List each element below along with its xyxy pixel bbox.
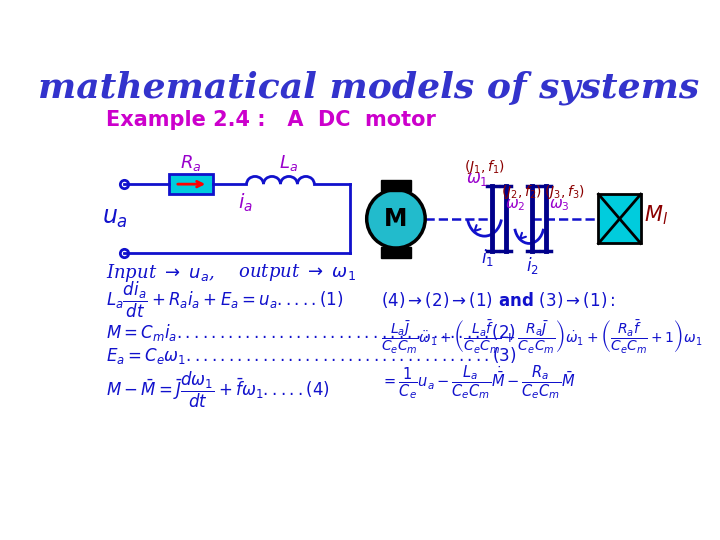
- Text: $\omega_1$: $\omega_1$: [466, 171, 488, 188]
- Text: $L_a\dfrac{di_a}{dt}+R_ai_a+E_a=u_a.....(1)$: $L_a\dfrac{di_a}{dt}+R_ai_a+E_a=u_a.....…: [106, 280, 343, 320]
- Text: $(J_1, f_1)$: $(J_1, f_1)$: [464, 158, 505, 176]
- FancyBboxPatch shape: [168, 174, 213, 194]
- Text: $=\dfrac{1}{C_e}u_a-\dfrac{L_a}{C_eC_m}\dot{\bar{M}}-\dfrac{R_a}{C_eC_m}\bar{M}$: $=\dfrac{1}{C_e}u_a-\dfrac{L_a}{C_eC_m}\…: [381, 363, 575, 401]
- Text: $E_a=C_e\omega_1....................................(3)$: $E_a=C_e\omega_1........................…: [106, 346, 516, 366]
- Text: M: M: [384, 207, 408, 231]
- Text: mathematical models of systems: mathematical models of systems: [38, 71, 700, 105]
- FancyBboxPatch shape: [382, 179, 410, 191]
- Text: $i_2$: $i_2$: [526, 255, 539, 276]
- Text: $i_a$: $i_a$: [238, 192, 253, 214]
- Text: $M_l$: $M_l$: [644, 203, 668, 227]
- Circle shape: [366, 190, 426, 248]
- Text: $\omega_2$: $\omega_2$: [505, 197, 526, 213]
- Text: $(J_3, f_3)$: $(J_3, f_3)$: [544, 183, 585, 201]
- Text: $R_a$: $R_a$: [181, 153, 202, 173]
- Text: $M=C_mi_a.....................................(2)$: $M=C_mi_a...............................…: [106, 322, 516, 343]
- Text: output $\rightarrow$ $\omega_1$: output $\rightarrow$ $\omega_1$: [227, 262, 356, 283]
- Text: $M-\bar{M}=\bar{J}\dfrac{d\omega_1}{dt}+\bar{f}\omega_1.....(4)$: $M-\bar{M}=\bar{J}\dfrac{d\omega_1}{dt}+…: [106, 370, 329, 410]
- Text: Input $\rightarrow$ $u_a$,: Input $\rightarrow$ $u_a$,: [106, 262, 215, 284]
- Text: $(J_2, f_2)$: $(J_2, f_2)$: [501, 183, 542, 201]
- Text: $L_a$: $L_a$: [279, 153, 297, 173]
- FancyBboxPatch shape: [382, 247, 410, 258]
- Text: $i_1$: $i_1$: [481, 247, 494, 268]
- Text: $(4)\rightarrow(2)\rightarrow(1)$ and $(3)\rightarrow(1):$: $(4)\rightarrow(2)\rightarrow(1)$ and $(…: [381, 289, 615, 309]
- Text: Example 2.4 :   A  DC  motor: Example 2.4 : A DC motor: [106, 110, 436, 130]
- Text: $\omega_3$: $\omega_3$: [549, 197, 570, 213]
- FancyBboxPatch shape: [598, 194, 641, 244]
- Text: $u_a$: $u_a$: [102, 207, 128, 230]
- Text: $\dfrac{L_a\bar{J}}{C_eC_m}\ddot{\omega}_1+\left(\dfrac{L_a\bar{f}}{C_eC_m}+\dfr: $\dfrac{L_a\bar{J}}{C_eC_m}\ddot{\omega}…: [381, 318, 702, 355]
